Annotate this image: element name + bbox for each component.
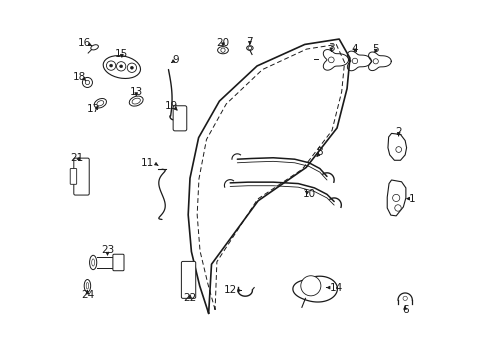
Ellipse shape: [94, 99, 106, 108]
Circle shape: [127, 63, 136, 72]
Circle shape: [120, 65, 122, 68]
Circle shape: [395, 147, 401, 152]
Text: 15: 15: [115, 49, 128, 59]
Circle shape: [394, 205, 400, 211]
Circle shape: [328, 57, 333, 63]
Text: 2: 2: [395, 127, 401, 136]
Circle shape: [351, 58, 357, 64]
Circle shape: [247, 46, 251, 50]
Circle shape: [372, 59, 378, 64]
Ellipse shape: [129, 96, 143, 106]
Circle shape: [221, 48, 224, 52]
Circle shape: [130, 66, 133, 69]
Text: 22: 22: [183, 293, 196, 303]
Text: 8: 8: [316, 147, 323, 157]
Ellipse shape: [89, 255, 97, 270]
Circle shape: [106, 61, 116, 70]
FancyBboxPatch shape: [113, 254, 124, 271]
Text: 9: 9: [172, 54, 179, 64]
Text: 6: 6: [401, 305, 407, 315]
Circle shape: [109, 64, 112, 67]
FancyBboxPatch shape: [74, 158, 89, 195]
Circle shape: [116, 62, 125, 71]
Text: 13: 13: [129, 87, 142, 98]
Ellipse shape: [103, 55, 140, 78]
Text: 5: 5: [372, 44, 378, 54]
Polygon shape: [386, 180, 405, 216]
FancyBboxPatch shape: [181, 261, 195, 298]
Ellipse shape: [84, 279, 90, 292]
Text: 21: 21: [70, 153, 83, 163]
Text: 19: 19: [164, 102, 177, 112]
Ellipse shape: [91, 45, 98, 50]
FancyBboxPatch shape: [173, 106, 186, 131]
Polygon shape: [387, 134, 406, 160]
Text: 11: 11: [141, 158, 154, 168]
Ellipse shape: [92, 259, 94, 266]
Circle shape: [392, 194, 399, 202]
Text: 7: 7: [246, 37, 253, 46]
Text: 10: 10: [302, 189, 315, 199]
Text: 1: 1: [408, 194, 414, 204]
Circle shape: [85, 80, 89, 85]
Text: 14: 14: [329, 283, 343, 293]
Ellipse shape: [246, 46, 253, 50]
Text: 17: 17: [87, 104, 101, 114]
Circle shape: [402, 296, 407, 301]
Circle shape: [82, 77, 92, 87]
Ellipse shape: [86, 283, 88, 289]
Ellipse shape: [97, 101, 103, 106]
Text: 20: 20: [216, 38, 229, 48]
Text: 3: 3: [327, 43, 334, 53]
Text: 12: 12: [224, 285, 237, 296]
Text: 24: 24: [81, 290, 94, 300]
Circle shape: [300, 276, 320, 296]
Text: 16: 16: [78, 38, 91, 48]
Ellipse shape: [132, 98, 140, 104]
Text: 23: 23: [101, 245, 114, 255]
Text: 4: 4: [351, 44, 358, 54]
FancyBboxPatch shape: [70, 168, 77, 184]
Text: 18: 18: [73, 72, 86, 82]
Ellipse shape: [217, 46, 228, 54]
